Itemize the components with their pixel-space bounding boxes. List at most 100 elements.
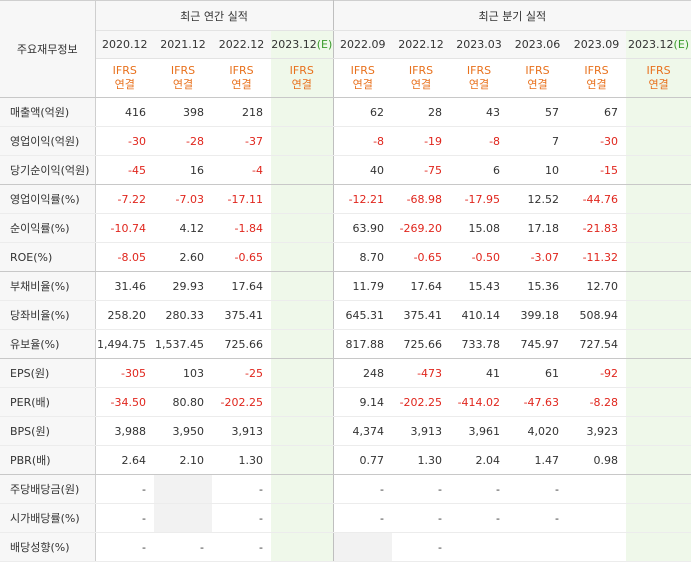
value-cell: 7 [508,126,568,156]
value-cell [154,474,212,504]
value-cell: -17.11 [212,184,271,214]
value-cell: 57 [508,97,568,127]
data-row: 유보율(%) 1,494.75 1,537.45 725.66 817.88 725.66… [0,329,691,359]
consolidation-basis: 연결 [231,78,252,91]
value-cell: 62 [333,97,393,127]
row-label: 주당배당금(원) [0,474,96,504]
value-cell: - [333,503,393,533]
value-cell [271,329,334,359]
value-cell: 745.97 [508,329,568,359]
value-cell: -37 [212,126,271,156]
value-cell [154,503,212,533]
value-cell [626,271,691,301]
value-cell: - [392,532,451,562]
date-row: 2020.12 2021.12 2022.12 2023.12(E) 2022.09 20… [0,30,691,59]
value-cell [626,503,691,533]
period-date: 2022.12 [218,38,265,51]
row-label: 시가배당률(%) [0,503,96,533]
row-label: 당기순이익(억원) [0,155,96,185]
row-label: 유보율(%) [0,329,96,359]
value-cell: -8.28 [567,387,627,417]
value-cell: -0.50 [450,242,509,272]
value-cell: - [212,532,271,562]
value-cell: 17.64 [212,271,271,301]
value-cell: -15 [567,155,627,185]
value-cell: -30 [567,126,627,156]
value-cell: - [392,503,451,533]
value-cell: 3,950 [154,416,212,446]
value-cell: -414.02 [450,387,509,417]
group-header: 최근 분기 실적 [333,0,691,31]
value-cell: - [450,474,509,504]
row-label: 배당성향(%) [0,532,96,562]
data-row: 영업이익(억원) -30 -28 -37 -8 -19 -8 7 -30 [0,126,691,156]
value-cell [626,329,691,359]
accounting-standard: IFRS 연결 [154,58,212,98]
row-label: EPS(원) [0,358,96,388]
value-cell: 248 [333,358,393,388]
accounting-standard: IFRS 연결 [567,58,627,98]
period-date: 2023.09 [573,38,620,51]
value-cell [271,184,334,214]
value-cell: 15.08 [450,213,509,243]
value-cell: 1.30 [392,445,451,475]
value-cell: -8 [333,126,393,156]
consolidation-basis: 연결 [648,78,669,91]
value-cell [271,271,334,301]
period-date: 2022.09 [340,38,386,51]
value-cell: - [508,503,568,533]
value-cell [271,474,334,504]
value-cell: 3,913 [212,416,271,446]
row-label: PER(배) [0,387,96,417]
value-cell: 416 [95,97,154,127]
value-cell [626,97,691,127]
value-cell: 28 [392,97,451,127]
value-cell: 17.18 [508,213,568,243]
value-cell [626,155,691,185]
standard-name: IFRS [646,64,671,77]
period-header: 2021.12 [154,30,212,59]
value-cell: 218 [212,97,271,127]
group-header: 최근 연간 실적 [95,0,334,31]
accounting-standard: IFRS 연결 [626,58,691,98]
value-cell: 725.66 [392,329,451,359]
value-cell: -202.25 [212,387,271,417]
value-cell: 80.80 [154,387,212,417]
value-cell [626,184,691,214]
value-cell: 1,537.45 [154,329,212,359]
row-label: PBR(배) [0,445,96,475]
value-cell: 12.52 [508,184,568,214]
value-cell: 4.12 [154,213,212,243]
value-cell: -34.50 [95,387,154,417]
corner-header: 주요재무정보 [0,0,96,98]
value-cell: 67 [567,97,627,127]
value-cell: 727.54 [567,329,627,359]
value-cell [450,532,509,562]
value-cell [271,358,334,388]
data-row: EPS(원) -305 103 -25 248 -473 41 61 -92 [0,358,691,388]
value-cell: - [333,474,393,504]
standard-name: IFRS [584,64,609,77]
value-cell: -75 [392,155,451,185]
consolidation-basis: 연결 [527,78,548,91]
value-cell: -44.76 [567,184,627,214]
accounting-standard: IFRS 연결 [508,58,568,98]
value-cell: 6 [450,155,509,185]
standard-name: IFRS [170,64,196,77]
accounting-standard: IFRS 연결 [212,58,271,98]
value-cell: -202.25 [392,387,451,417]
value-cell: 3,913 [392,416,451,446]
data-row: PER(배) -34.50 80.80 -202.25 9.14 -202.25 -414.… [0,387,691,417]
value-cell [626,474,691,504]
value-cell: -3.07 [508,242,568,272]
period-header: 2022.09 [333,30,393,59]
value-cell: 280.33 [154,300,212,330]
value-cell: -8.05 [95,242,154,272]
value-cell: -45 [95,155,154,185]
value-cell [567,503,627,533]
standard-row: IFRS 연결 IFRS 연결 IFRS 연결 IFRS 연결 IFRS 연결 IFRS 연결 IFRS… [0,58,691,98]
value-cell: 733.78 [450,329,509,359]
value-cell: -21.83 [567,213,627,243]
